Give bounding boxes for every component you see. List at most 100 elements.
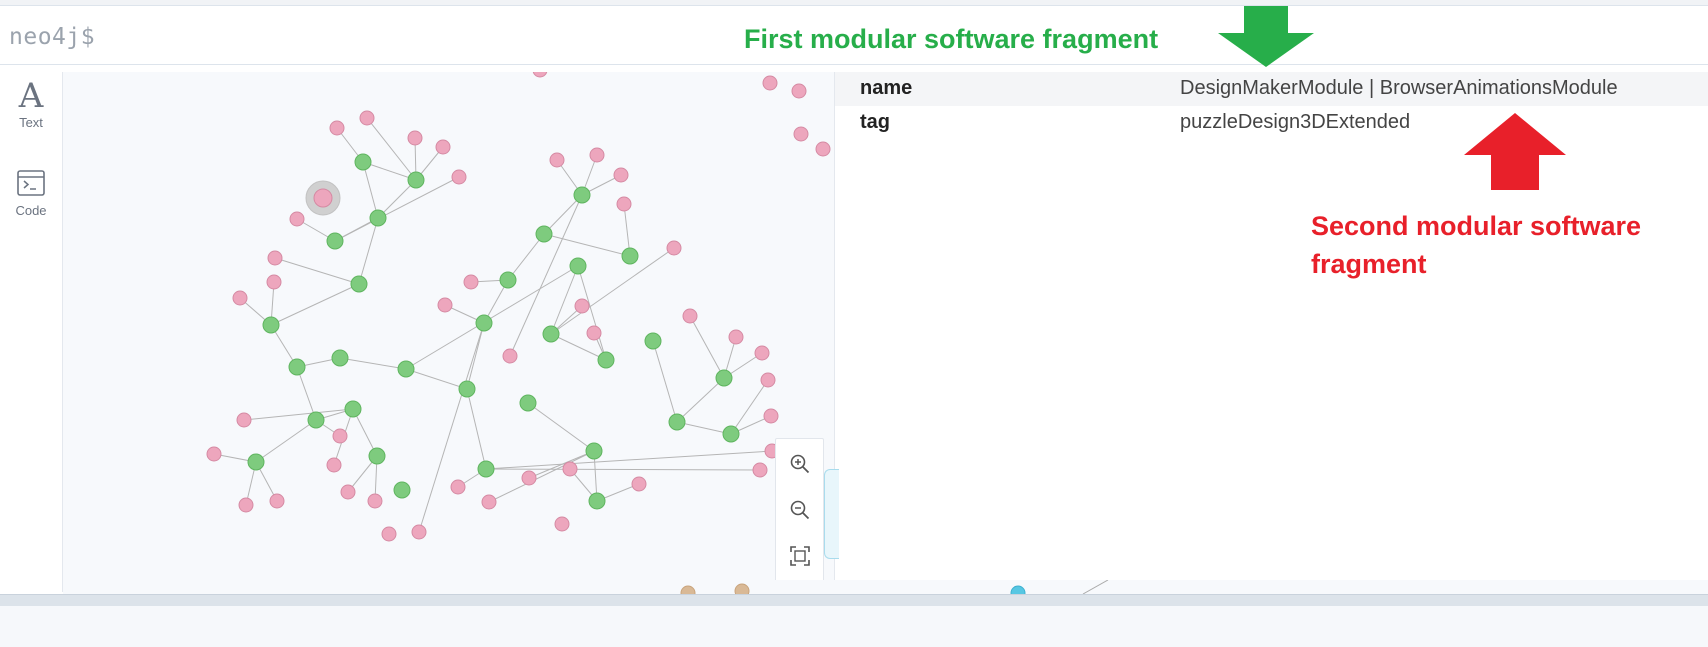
graph-node-module[interactable]	[350, 275, 368, 293]
graph-node-tag[interactable]	[236, 412, 252, 428]
graph-node-module[interactable]	[369, 209, 387, 227]
graph-node-tag[interactable]	[481, 494, 497, 510]
graph-node-tag[interactable]	[574, 298, 590, 314]
graph-node-tag[interactable]	[554, 516, 570, 532]
graph-node-tag[interactable]	[754, 345, 770, 361]
graph-node-tag[interactable]	[463, 274, 479, 290]
graph-node-tag[interactable]	[815, 141, 831, 157]
graph-node-module[interactable]	[499, 271, 517, 289]
graph-node-module[interactable]	[307, 411, 325, 429]
graph-node-tag[interactable]	[289, 211, 305, 227]
graph-node-module[interactable]	[715, 369, 733, 387]
graph-node-module[interactable]	[393, 481, 411, 499]
graph-visualization[interactable]	[63, 72, 835, 594]
graph-node-tag[interactable]	[266, 274, 282, 290]
graph-node-tag[interactable]	[435, 139, 451, 155]
graph-node-tag[interactable]	[326, 457, 342, 473]
zoom-in-button[interactable]	[776, 442, 823, 486]
graph-relationship[interactable]	[466, 388, 487, 470]
graph-node-tag[interactable]	[367, 493, 383, 509]
graph-node-module[interactable]	[535, 225, 553, 243]
graph-relationship[interactable]	[405, 368, 468, 390]
graph-node-module[interactable]	[458, 380, 476, 398]
graph-node-tag[interactable]	[791, 83, 807, 99]
graph-node-tag[interactable]	[329, 120, 345, 136]
graph-node-tag[interactable]	[682, 308, 698, 324]
panel-collapse-tab[interactable]	[824, 469, 839, 559]
graph-node-tag[interactable]	[359, 110, 375, 126]
graph-node-module[interactable]	[407, 171, 425, 189]
graph-node-module[interactable]	[573, 186, 591, 204]
graph-node-tag[interactable]	[269, 493, 285, 509]
graph-relationship[interactable]	[543, 233, 631, 257]
graph-node-tag[interactable]	[267, 250, 283, 266]
graph-node-tag[interactable]	[762, 75, 778, 91]
graph-relationship[interactable]	[509, 194, 583, 357]
graph-node-tag[interactable]	[206, 446, 222, 462]
graph-relationship[interactable]	[366, 117, 417, 181]
graph-relationship[interactable]	[488, 450, 595, 503]
graph-node-tag[interactable]	[238, 497, 254, 513]
graph-node-module[interactable]	[288, 358, 306, 376]
graph-node-tag[interactable]	[437, 297, 453, 313]
graph-relationship[interactable]	[377, 179, 417, 219]
graph-node-module[interactable]	[621, 247, 639, 265]
graph-node-tag[interactable]	[616, 196, 632, 212]
graph-relationship[interactable]	[339, 357, 407, 370]
graph-node-tag[interactable]	[728, 329, 744, 345]
graph-relationship[interactable]	[550, 265, 579, 335]
graph-node-tag[interactable]	[450, 479, 466, 495]
graph-relationship[interactable]	[274, 257, 360, 285]
graph-node-module[interactable]	[262, 316, 280, 334]
graph-relationship[interactable]	[507, 233, 545, 281]
graph-node-tag[interactable]	[451, 169, 467, 185]
graph-node-tag[interactable]	[332, 428, 348, 444]
graph-relationship[interactable]	[485, 450, 773, 470]
graph-node-module[interactable]	[519, 394, 537, 412]
graph-node-module[interactable]	[475, 314, 493, 332]
graph-node-tag[interactable]	[549, 152, 565, 168]
graph-node-module[interactable]	[397, 360, 415, 378]
graph-node-tag[interactable]	[532, 72, 548, 78]
graph-relationship[interactable]	[466, 322, 485, 390]
graph-node-selected[interactable]	[313, 188, 333, 208]
graph-node-module[interactable]	[542, 325, 560, 343]
graph-relationship[interactable]	[362, 161, 379, 219]
graph-node-tag[interactable]	[340, 484, 356, 500]
graph-relationship[interactable]	[243, 408, 354, 421]
graph-node-tag[interactable]	[763, 408, 779, 424]
graph-relationship[interactable]	[689, 315, 725, 379]
graph-relationship[interactable]	[528, 450, 595, 479]
graph-node-module[interactable]	[585, 442, 603, 460]
graph-relationship[interactable]	[652, 340, 678, 423]
graph-node-tag[interactable]	[631, 476, 647, 492]
graph-node-module[interactable]	[344, 400, 362, 418]
graph-node-module[interactable]	[722, 425, 740, 443]
graph-node-tag[interactable]	[381, 526, 397, 542]
sidebar-item-code[interactable]: Code	[0, 169, 62, 218]
graph-node-tag[interactable]	[411, 524, 427, 540]
graph-relationship[interactable]	[418, 322, 485, 533]
graph-relationship[interactable]	[676, 421, 732, 435]
graph-relationship[interactable]	[405, 265, 579, 370]
graph-node-tag[interactable]	[589, 147, 605, 163]
graph-relationship[interactable]	[550, 333, 607, 361]
graph-node-tag[interactable]	[502, 348, 518, 364]
graph-node-module[interactable]	[326, 232, 344, 250]
graph-relationship[interactable]	[676, 377, 725, 423]
graph-relationship[interactable]	[485, 468, 761, 471]
graph-node-tag[interactable]	[666, 240, 682, 256]
graph-relationship[interactable]	[352, 408, 378, 457]
query-editor[interactable]: neo4j$	[0, 6, 1708, 65]
graph-node-module[interactable]	[247, 453, 265, 471]
graph-node-module[interactable]	[368, 447, 386, 465]
graph-node-tag[interactable]	[793, 126, 809, 142]
graph-node-module[interactable]	[354, 153, 372, 171]
graph-relationship[interactable]	[334, 176, 460, 242]
graph-node-module[interactable]	[477, 460, 495, 478]
graph-relationship[interactable]	[543, 194, 583, 235]
graph-node-tag[interactable]	[407, 130, 423, 146]
graph-node-tag[interactable]	[760, 372, 776, 388]
graph-node-tag[interactable]	[613, 167, 629, 183]
graph-relationship[interactable]	[550, 247, 675, 335]
